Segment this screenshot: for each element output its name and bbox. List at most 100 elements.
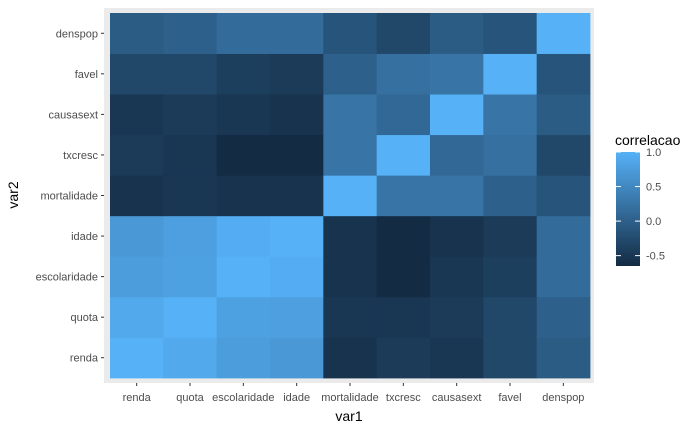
x-tick-label-denspop: denspop — [542, 392, 584, 404]
heatmap-cell-escolaridade-favel — [483, 256, 538, 298]
heatmap-cell-txcresc-renda — [110, 134, 164, 176]
legend-ticks: 1.0 0.5 0.0 -0.5 — [616, 147, 665, 263]
heatmap-cell-quota-quota — [163, 296, 218, 338]
heatmap-cell-idade-renda — [110, 215, 164, 257]
legend-tick-label: 0.5 — [646, 182, 661, 194]
heatmap-cell-denspop-idade — [270, 13, 324, 54]
heatmap-cell-txcresc-quota — [163, 134, 218, 176]
heatmap-cell-renda-denspop — [536, 337, 591, 379]
heatmap-cell-escolaridade-denspop — [536, 256, 591, 298]
heatmap-cell-escolaridade-escolaridade — [216, 256, 271, 298]
heatmap-cell-favel-idade — [270, 53, 324, 95]
heatmap-cell-causasext-renda — [110, 94, 164, 136]
heatmap-cell-causasext-escolaridade — [216, 94, 271, 136]
y-tick-label-causasext: causasext — [48, 109, 98, 121]
heatmap-cell-quota-causasext — [430, 296, 484, 338]
heatmap-cell-quota-escolaridade — [216, 296, 271, 338]
legend-title: correlacao — [615, 132, 681, 148]
heatmap-cell-escolaridade-causasext — [430, 256, 484, 298]
heatmap-cell-txcresc-mortalidade — [323, 134, 378, 176]
heatmap-cell-idade-denspop — [536, 215, 591, 257]
heatmap-cell-causasext-mortalidade — [323, 94, 378, 136]
heatmap-cell-causasext-favel — [483, 94, 538, 136]
heatmap-cell-denspop-txcresc — [376, 13, 431, 54]
heatmap-cell-mortalidade-denspop — [536, 175, 591, 217]
heatmap-cell-renda-causasext — [430, 337, 484, 379]
heatmap-cells — [110, 13, 591, 379]
y-tick-label-idade: idade — [71, 231, 98, 243]
heatmap-cell-favel-txcresc — [376, 53, 431, 95]
x-tick-label-causasext: causasext — [432, 392, 482, 404]
heatmap-cell-escolaridade-quota — [163, 256, 218, 298]
heatmap-cell-renda-escolaridade — [216, 337, 271, 379]
legend-tick-label: 1.0 — [646, 147, 661, 159]
heatmap-cell-denspop-escolaridade — [216, 13, 271, 54]
x-tick-label-escolaridade: escolaridade — [212, 392, 274, 404]
heatmap-cell-renda-idade — [270, 337, 324, 379]
heatmap-cell-denspop-denspop — [536, 13, 591, 54]
heatmap-cell-idade-favel — [483, 215, 538, 257]
heatmap-cell-quota-denspop — [536, 296, 591, 338]
legend-tick-label: -0.5 — [646, 251, 665, 263]
y-tick-label-mortalidade: mortalidade — [41, 191, 98, 203]
heatmap-cell-causasext-denspop — [536, 94, 591, 136]
x-tick-label-favel: favel — [498, 392, 521, 404]
heatmap-cell-quota-txcresc — [376, 296, 431, 338]
heatmap-cell-favel-denspop — [536, 53, 591, 95]
heatmap-cell-idade-idade — [270, 215, 324, 257]
heatmap-cell-favel-escolaridade — [216, 53, 271, 95]
legend: correlacao 1.0 0.5 0.0 -0.5 — [615, 132, 681, 266]
heatmap-cell-renda-mortalidade — [323, 337, 378, 379]
heatmap-cell-quota-renda — [110, 296, 164, 338]
heatmap-cell-txcresc-idade — [270, 134, 324, 176]
heatmap-cell-txcresc-txcresc — [376, 134, 431, 176]
y-tick-label-renda: renda — [70, 353, 99, 365]
heatmap-cell-favel-renda — [110, 53, 164, 95]
heatmap-cell-denspop-favel — [483, 13, 538, 54]
heatmap-cell-mortalidade-idade — [270, 175, 324, 217]
heatmap-cell-causasext-txcresc — [376, 94, 431, 136]
legend-colorbar — [616, 152, 640, 266]
heatmap-cell-idade-causasext — [430, 215, 484, 257]
x-axis-title: var1 — [335, 408, 362, 424]
heatmap-cell-escolaridade-idade — [270, 256, 324, 298]
heatmap-cell-txcresc-causasext — [430, 134, 484, 176]
heatmap-cell-renda-txcresc — [376, 337, 431, 379]
heatmap-cell-mortalidade-causasext — [430, 175, 484, 217]
y-tick-label-denspop: denspop — [56, 28, 98, 40]
heatmap-cell-denspop-mortalidade — [323, 13, 378, 54]
heatmap-cell-denspop-renda — [110, 13, 164, 54]
heatmap-cell-quota-idade — [270, 296, 324, 338]
x-axis-ticks: renda quota escolaridade idade mortalidade tx… — [123, 383, 584, 404]
x-tick-label-txcresc: txcresc — [386, 392, 421, 404]
x-tick-label-mortalidade: mortalidade — [321, 392, 378, 404]
heatmap-cell-denspop-causasext — [430, 13, 484, 54]
heatmap-cell-idade-quota — [163, 215, 218, 257]
heatmap-cell-causasext-causasext — [430, 94, 484, 136]
heatmap-cell-renda-quota — [163, 337, 218, 379]
heatmap-cell-favel-causasext — [430, 53, 484, 95]
heatmap-cell-idade-mortalidade — [323, 215, 378, 257]
heatmap-cell-quota-mortalidade — [323, 296, 378, 338]
y-tick-label-escolaridade: escolaridade — [36, 272, 98, 284]
heatmap-cell-renda-renda — [110, 337, 164, 379]
heatmap-cell-causasext-idade — [270, 94, 324, 136]
y-tick-label-quota: quota — [70, 312, 98, 324]
heatmap-cell-txcresc-denspop — [536, 134, 591, 176]
heatmap-cell-txcresc-favel — [483, 134, 538, 176]
y-tick-label-favel: favel — [75, 69, 98, 81]
heatmap-cell-mortalidade-favel — [483, 175, 538, 217]
heatmap-cell-mortalidade-txcresc — [376, 175, 431, 217]
heatmap-cell-escolaridade-mortalidade — [323, 256, 378, 298]
heatmap-cell-escolaridade-txcresc — [376, 256, 431, 298]
y-tick-label-txcresc: txcresc — [63, 150, 98, 162]
heatmap-cell-escolaridade-renda — [110, 256, 164, 298]
heatmap-cell-idade-escolaridade — [216, 215, 271, 257]
y-axis-ticks: renda quota escolaridade idade mortalidade tx… — [36, 28, 104, 365]
heatmap-cell-favel-favel — [483, 53, 538, 95]
heatmap-cell-favel-quota — [163, 53, 218, 95]
heatmap-cell-idade-txcresc — [376, 215, 431, 257]
heatmap-cell-denspop-quota — [163, 13, 218, 54]
x-tick-label-quota: quota — [176, 392, 204, 404]
